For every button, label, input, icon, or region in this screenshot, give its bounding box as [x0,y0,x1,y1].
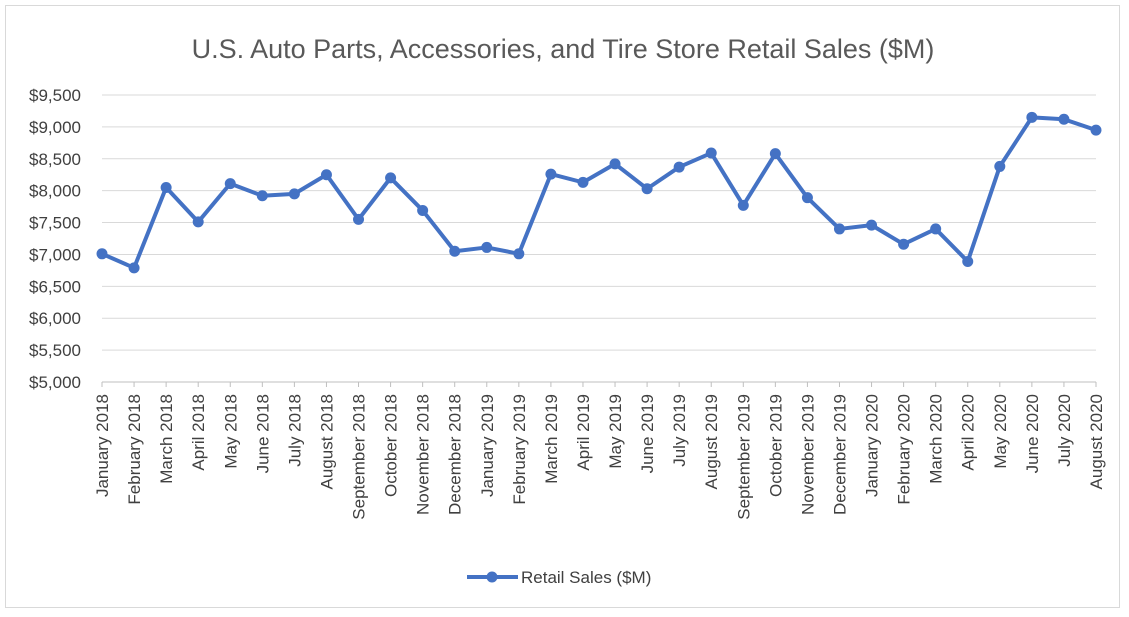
x-tick-label: November 2019 [798,394,817,515]
chart-frame: U.S. Auto Parts, Accessories, and Tire S… [5,5,1120,608]
data-point [577,176,589,188]
data-point [866,219,878,231]
data-point [994,160,1006,172]
data-point [769,148,781,160]
x-tick-label: February 2018 [125,394,144,505]
x-tick-label: January 2020 [863,394,882,497]
data-point [320,169,332,181]
x-tick-label: August 2018 [317,394,336,489]
legend-marker-swatch [486,571,498,583]
y-tick-label: $7,500 [29,214,81,233]
y-tick-label: $9,500 [29,86,81,105]
x-tick-label: May 2018 [221,394,240,469]
data-point [128,262,140,274]
x-tick-label: June 2019 [638,394,657,473]
data-point [1090,124,1102,136]
x-tick-label: April 2019 [574,394,593,471]
x-tick-label: June 2018 [253,394,272,473]
y-tick-label: $9,000 [29,118,81,137]
x-axis: January 2018 February 2018 March 2018 April… [93,381,1106,520]
x-tick-label: April 2020 [959,394,978,471]
x-tick-label: March 2018 [157,394,176,484]
chart-title: U.S. Auto Parts, Accessories, and Tire S… [192,34,935,64]
x-tick-label: May 2020 [991,394,1010,469]
x-tick-label: December 2019 [830,394,849,515]
data-point [833,223,845,235]
x-tick-label: August 2020 [1087,394,1106,489]
data-point [705,147,717,159]
x-tick-label: March 2019 [542,394,561,484]
x-tick-label: July 2018 [285,394,304,467]
data-point [962,255,974,267]
x-tick-label: May 2019 [606,394,625,469]
y-tick-label: $6,500 [29,277,81,296]
data-point [481,241,493,253]
x-tick-label: July 2019 [670,394,689,467]
y-tick-label: $8,000 [29,182,81,201]
data-point [224,178,236,190]
data-point [673,161,685,173]
data-point [641,183,653,195]
x-tick-label: April 2018 [189,394,208,471]
x-tick-label: January 2019 [478,394,497,497]
data-point [545,168,557,180]
data-point [513,248,525,260]
data-point [96,248,108,260]
x-tick-label: August 2019 [702,394,721,489]
line-chart: U.S. Auto Parts, Accessories, and Tire S… [29,34,1106,587]
series-line [101,115,1097,270]
data-point [449,245,461,257]
data-point [256,190,268,202]
y-axis: $5,000 $5,500 $6,000 $6,500 $7,000 $7,500 $8,0… [29,86,81,392]
data-point [1026,111,1038,123]
data-point [160,181,172,193]
data-point [353,213,365,225]
x-tick-label: September 2019 [734,394,753,520]
x-tick-label: February 2019 [510,394,529,505]
x-tick-label: October 2019 [766,394,785,497]
data-point [385,172,397,184]
data-point [1058,113,1070,125]
data-point [288,188,300,200]
y-tick-label: $7,000 [29,245,81,264]
x-tick-label: January 2018 [93,394,112,497]
data-point [609,158,621,170]
data-point [417,204,429,216]
legend-label: Retail Sales ($M) [521,568,651,587]
x-tick-label: December 2018 [446,394,465,515]
x-tick-label: July 2020 [1055,394,1074,467]
x-tick-label: October 2018 [382,394,401,497]
series-retail-sales [96,111,1102,274]
x-tick-label: March 2020 [927,394,946,484]
data-point [930,223,942,235]
data-point [737,199,749,211]
y-tick-label: $5,500 [29,341,81,360]
data-point [801,192,813,204]
x-tick-label: November 2018 [414,394,433,515]
gridlines [102,94,1096,351]
y-tick-label: $8,500 [29,150,81,169]
legend: Retail Sales ($M) [467,568,651,587]
x-tick-label: September 2018 [350,394,369,520]
data-point [192,216,204,228]
x-tick-label: June 2020 [1023,394,1042,473]
data-point [898,238,910,250]
y-tick-label: $5,000 [29,373,81,392]
y-tick-label: $6,000 [29,309,81,328]
x-tick-label: February 2020 [895,394,914,505]
